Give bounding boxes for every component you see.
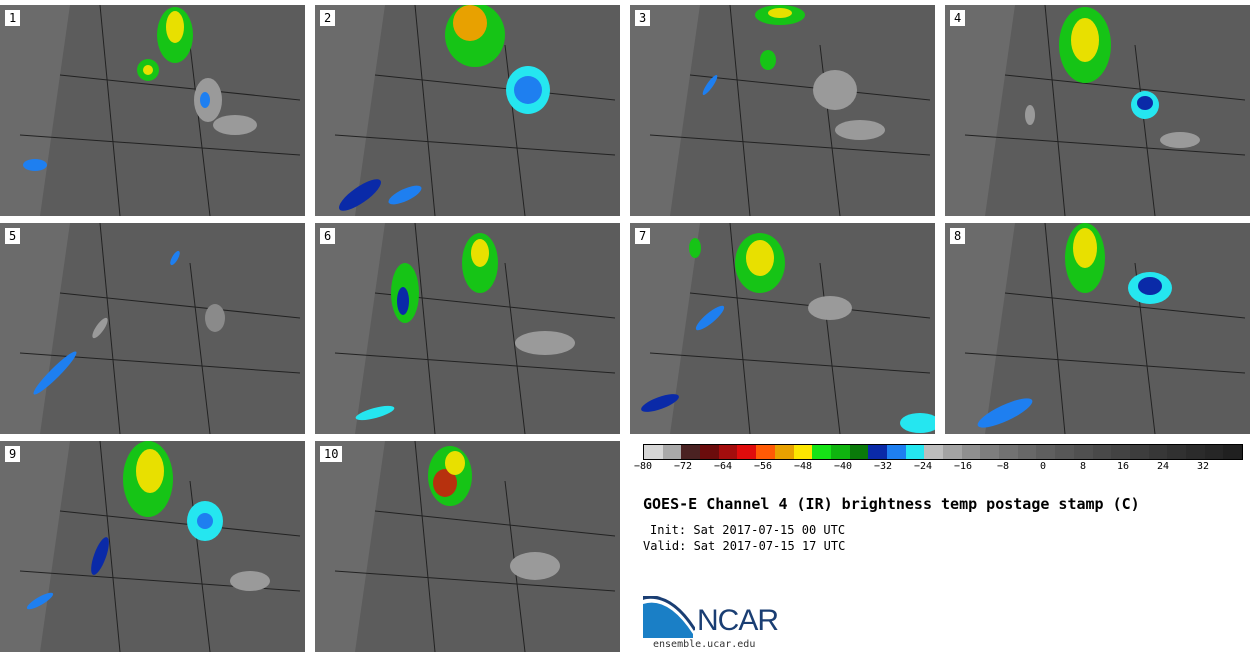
colorbar-tick-label: −80 — [633, 461, 653, 472]
colorbar-swatch — [793, 445, 813, 459]
colorbar-tick-label: −8 — [996, 461, 1010, 472]
colorbar-swatch — [924, 445, 943, 459]
colorbar-swatch — [812, 445, 831, 459]
stamp-panel-3: 3 — [630, 5, 935, 216]
colorbar-swatch — [1129, 445, 1149, 459]
colorbar-tick-label: 24 — [1156, 461, 1170, 472]
panel-label: 9 — [5, 446, 21, 462]
colorbar-tick-label: −64 — [713, 461, 733, 472]
panel-label: 5 — [5, 228, 21, 244]
figure-title: GOES-E Channel 4 (IR) brightness temp po… — [643, 495, 1140, 513]
colorbar-swatch — [1167, 445, 1186, 459]
website-url: ensemble.ucar.edu — [653, 639, 756, 650]
panel-label: 7 — [635, 228, 651, 244]
colorbar-swatch — [662, 445, 682, 459]
colorbar-tick-label: 16 — [1116, 461, 1130, 472]
colorbar-tick-label: 32 — [1196, 461, 1210, 472]
colorbar-swatch — [1185, 445, 1205, 459]
stamp-panel-4: 4 — [945, 5, 1250, 216]
colorbar-swatch — [1017, 445, 1037, 459]
colorbar-swatch — [1073, 445, 1093, 459]
panel-label: 2 — [320, 10, 336, 26]
valid-time: Valid: Sat 2017-07-15 17 UTC — [643, 539, 846, 553]
colorbar-tick-label: −24 — [913, 461, 933, 472]
colorbar-tick-label: −16 — [953, 461, 973, 472]
ncar-logo-icon — [643, 596, 695, 638]
colorbar-swatch — [1223, 445, 1242, 459]
colorbar-swatch — [718, 445, 738, 459]
stamp-panel-5: 5 — [0, 223, 305, 434]
stamp-panel-6: 6 — [315, 223, 620, 434]
colorbar-tick-label: 0 — [1039, 461, 1047, 472]
colorbar-tick-label: −48 — [793, 461, 813, 472]
colorbar-swatch — [830, 445, 850, 459]
ncar-logo-text: NCAR — [697, 604, 779, 637]
colorbar-swatch — [700, 445, 719, 459]
colorbar-swatch — [644, 445, 663, 459]
colorbar-tick-label: −32 — [873, 461, 893, 472]
colorbar-swatch — [1055, 445, 1074, 459]
colorbar-swatch — [1111, 445, 1130, 459]
colorbar-tick-label: 8 — [1079, 461, 1087, 472]
stamp-panel-7: 7 — [630, 223, 935, 434]
colorbar-swatch — [774, 445, 794, 459]
stamp-panel-1: 1 — [0, 5, 305, 216]
init-time: Init: Sat 2017-07-15 00 UTC — [650, 523, 846, 537]
panel-label: 10 — [320, 446, 343, 462]
colorbar-swatch — [756, 445, 775, 459]
panel-label: 8 — [950, 228, 966, 244]
stamp-panel-2: 2 — [315, 5, 620, 216]
colorbar-swatch — [905, 445, 925, 459]
stamp-panel-8: 8 — [945, 223, 1250, 434]
colorbar-swatch — [1036, 445, 1056, 459]
colorbar-tick-label: −40 — [833, 461, 853, 472]
colorbar — [643, 444, 1243, 460]
colorbar-ticks: −80 −72 −64 −56 −48 −40 −32 −24 −16 −8 0 8 16 24 32 — [633, 461, 1253, 475]
colorbar-swatch — [681, 445, 701, 459]
panel-label: 1 — [5, 10, 21, 26]
colorbar-swatch — [886, 445, 906, 459]
colorbar-swatch — [1092, 445, 1112, 459]
colorbar-swatch — [849, 445, 869, 459]
colorbar-swatch — [943, 445, 962, 459]
panel-label: 3 — [635, 10, 651, 26]
panel-label: 6 — [320, 228, 336, 244]
stamp-panel-9: 9 — [0, 441, 305, 652]
colorbar-swatch — [980, 445, 1000, 459]
colorbar-swatch — [961, 445, 981, 459]
colorbar-swatch — [1148, 445, 1168, 459]
colorbar-tick-label: −56 — [753, 461, 773, 472]
stamp-panel-10: 10 — [315, 441, 620, 652]
colorbar-swatch — [868, 445, 887, 459]
colorbar-swatch — [737, 445, 757, 459]
colorbar-swatch — [1204, 445, 1224, 459]
colorbar-tick-label: −72 — [673, 461, 693, 472]
colorbar-swatch — [999, 445, 1018, 459]
panel-label: 4 — [950, 10, 966, 26]
